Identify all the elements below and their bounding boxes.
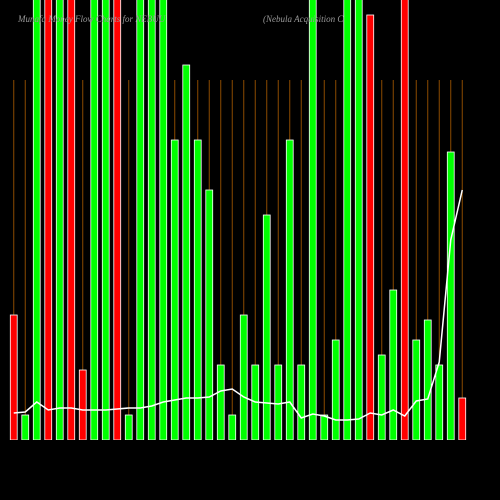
bar bbox=[170, 139, 179, 440]
bar bbox=[297, 364, 306, 440]
chart-title: Munafa Money Flow Charts for NEBUU bbox=[17, 14, 166, 24]
bar bbox=[21, 414, 30, 440]
flow-line bbox=[13, 189, 463, 421]
bar bbox=[205, 189, 214, 440]
bar bbox=[159, 0, 168, 440]
bar bbox=[435, 364, 444, 440]
bar bbox=[354, 0, 363, 440]
bar bbox=[124, 414, 133, 440]
plot-area bbox=[9, 0, 467, 440]
bar bbox=[389, 289, 398, 440]
bar bbox=[44, 0, 53, 440]
bar bbox=[274, 364, 283, 440]
bar bbox=[343, 0, 352, 440]
bar bbox=[182, 64, 191, 440]
bar bbox=[78, 369, 87, 440]
bar bbox=[239, 314, 248, 440]
bar bbox=[320, 414, 329, 440]
chart-subtitle: (Nebula Acquisition C bbox=[263, 14, 344, 24]
bar bbox=[9, 314, 18, 440]
bar bbox=[136, 0, 145, 440]
bar bbox=[331, 339, 340, 440]
bar bbox=[101, 0, 110, 440]
bar bbox=[400, 0, 409, 440]
bar bbox=[285, 139, 294, 440]
bar bbox=[55, 0, 64, 440]
bar bbox=[308, 0, 317, 440]
bar bbox=[228, 414, 237, 440]
bar bbox=[262, 214, 271, 440]
bar bbox=[32, 0, 41, 440]
bar bbox=[423, 319, 432, 440]
bar bbox=[412, 339, 421, 440]
bar bbox=[458, 397, 467, 440]
bar bbox=[366, 14, 375, 440]
bar bbox=[147, 0, 156, 440]
bar bbox=[216, 364, 225, 440]
bar bbox=[193, 139, 202, 440]
bar bbox=[446, 151, 455, 440]
bar bbox=[113, 0, 122, 440]
bar bbox=[377, 354, 386, 440]
bar bbox=[90, 0, 99, 440]
bar bbox=[67, 0, 76, 440]
